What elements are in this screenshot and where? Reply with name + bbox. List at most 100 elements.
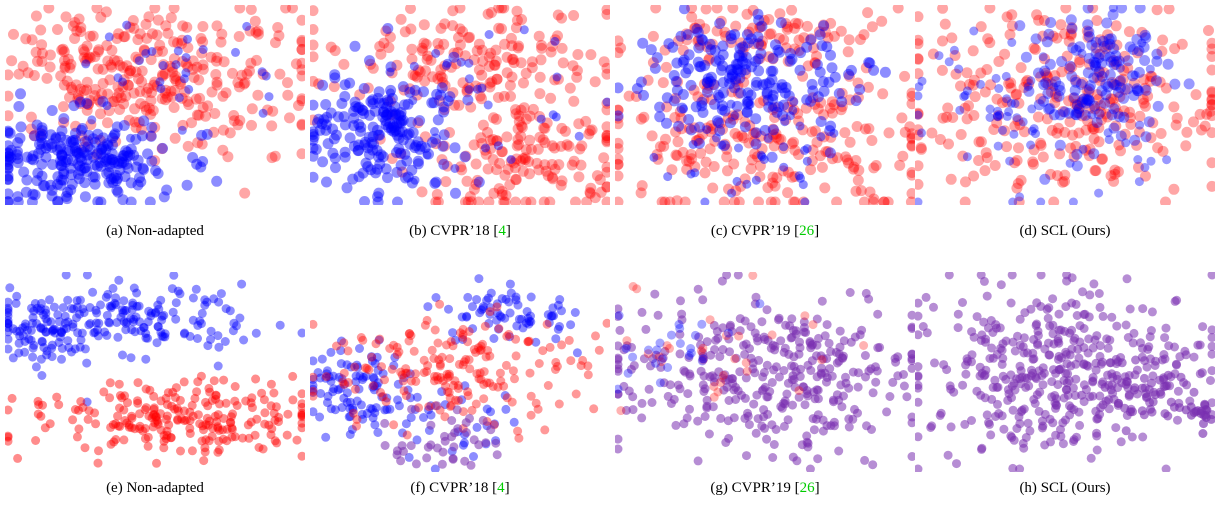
- scatter-point: [552, 9, 564, 21]
- scatter-point: [1070, 76, 1082, 88]
- scatter-point: [244, 65, 255, 77]
- scatter-point: [549, 74, 561, 86]
- scatter-point: [129, 103, 141, 115]
- scatter-point: [232, 119, 244, 131]
- scatter-point: [160, 20, 172, 32]
- scatter-point: [1051, 127, 1063, 139]
- scatter-point: [72, 313, 81, 323]
- scatter-point: [60, 156, 72, 168]
- scatter-point: [589, 404, 599, 414]
- scatter-point: [5, 319, 13, 329]
- scatter-point: [704, 429, 714, 439]
- scatter-point: [750, 328, 760, 338]
- scatter-point: [457, 26, 469, 38]
- scatter-point: [146, 121, 158, 133]
- scatter-point: [813, 385, 823, 395]
- scatter-point: [26, 34, 38, 46]
- scatter-point: [27, 303, 36, 313]
- scatter-point: [1054, 109, 1066, 121]
- scatter-point: [764, 28, 775, 40]
- scatter-point: [915, 53, 924, 65]
- scatter-point: [688, 140, 698, 149]
- scatter-point: [310, 99, 319, 111]
- scatter-point: [95, 160, 107, 172]
- scatter-point: [296, 95, 305, 107]
- scatter-point: [814, 29, 826, 41]
- scatter-point: [1078, 93, 1090, 105]
- scatter-point: [1083, 93, 1095, 105]
- scatter-point: [1205, 105, 1215, 117]
- scatter-point: [570, 196, 581, 205]
- scatter-point: [954, 64, 964, 74]
- scatter-point: [405, 116, 417, 128]
- scatter-point: [1065, 14, 1077, 26]
- scatter-point: [676, 296, 685, 306]
- scatter-point: [675, 30, 687, 42]
- caption-b-ref[interactable]: 4: [498, 223, 506, 239]
- scatter-point: [1112, 166, 1124, 178]
- scatter-point: [1206, 127, 1215, 139]
- scatter-point: [654, 101, 666, 113]
- scatter-point: [692, 135, 703, 147]
- caption-c-ref[interactable]: 26: [799, 223, 815, 239]
- scatter-point: [104, 32, 114, 42]
- scatter-point: [221, 304, 231, 314]
- scatter-point: [58, 117, 70, 129]
- scatter-point: [36, 39, 48, 51]
- scatter-point: [1034, 406, 1044, 416]
- scatter-point: [726, 86, 738, 98]
- scatter-point: [440, 431, 449, 441]
- scatter-point: [705, 44, 717, 56]
- scatter-point: [1171, 359, 1181, 369]
- scatter-point: [671, 57, 683, 69]
- scatter-point: [225, 306, 235, 316]
- scatter-point: [478, 339, 487, 349]
- scatter-point: [188, 315, 198, 325]
- scatter-point: [430, 127, 439, 136]
- scatter-point: [158, 332, 168, 342]
- scatter-point: [594, 345, 604, 355]
- scatter-point: [566, 159, 578, 171]
- scatter-point: [853, 368, 863, 378]
- scatter-point: [526, 56, 538, 68]
- scatter-point: [127, 15, 139, 26]
- scatter-point: [456, 57, 466, 67]
- scatter-point: [658, 353, 668, 363]
- scatter-point: [1057, 176, 1069, 188]
- scatter-point: [505, 308, 515, 318]
- scatter-point: [136, 123, 147, 135]
- scatter-point: [385, 106, 397, 117]
- caption-g-ref[interactable]: 26: [799, 480, 815, 496]
- scatter-point: [736, 130, 748, 142]
- scatter-point: [52, 195, 64, 205]
- scatter-point: [450, 335, 460, 345]
- scatter-point: [615, 137, 624, 149]
- caption-f-ref[interactable]: 4: [497, 480, 505, 496]
- scatter-point: [1037, 30, 1049, 42]
- scatter-point: [404, 138, 416, 150]
- scatter-point: [743, 137, 755, 149]
- scatter-point: [5, 327, 13, 337]
- scatter-point: [1074, 54, 1086, 66]
- scatter-point: [444, 388, 454, 397]
- scatter-point: [513, 139, 525, 151]
- scatter-point: [601, 104, 610, 116]
- scatter-point: [435, 70, 447, 82]
- scatter-point: [26, 153, 38, 165]
- scatter-point: [517, 314, 527, 324]
- scatter-point: [36, 158, 48, 170]
- scatter-point: [514, 314, 524, 324]
- scatter-point: [395, 159, 407, 171]
- scatter-point: [344, 412, 354, 422]
- scatter-point: [741, 106, 753, 118]
- scatter-point: [1095, 100, 1107, 112]
- scatter-point: [486, 425, 496, 435]
- scatter-point: [678, 5, 690, 15]
- scatter-point: [380, 163, 392, 175]
- scatter-point: [811, 414, 821, 424]
- scatter-point: [372, 352, 382, 362]
- scatter-point: [27, 154, 39, 166]
- scatter-point: [397, 370, 407, 380]
- scatter-point: [370, 167, 382, 179]
- scatter-point: [463, 82, 475, 94]
